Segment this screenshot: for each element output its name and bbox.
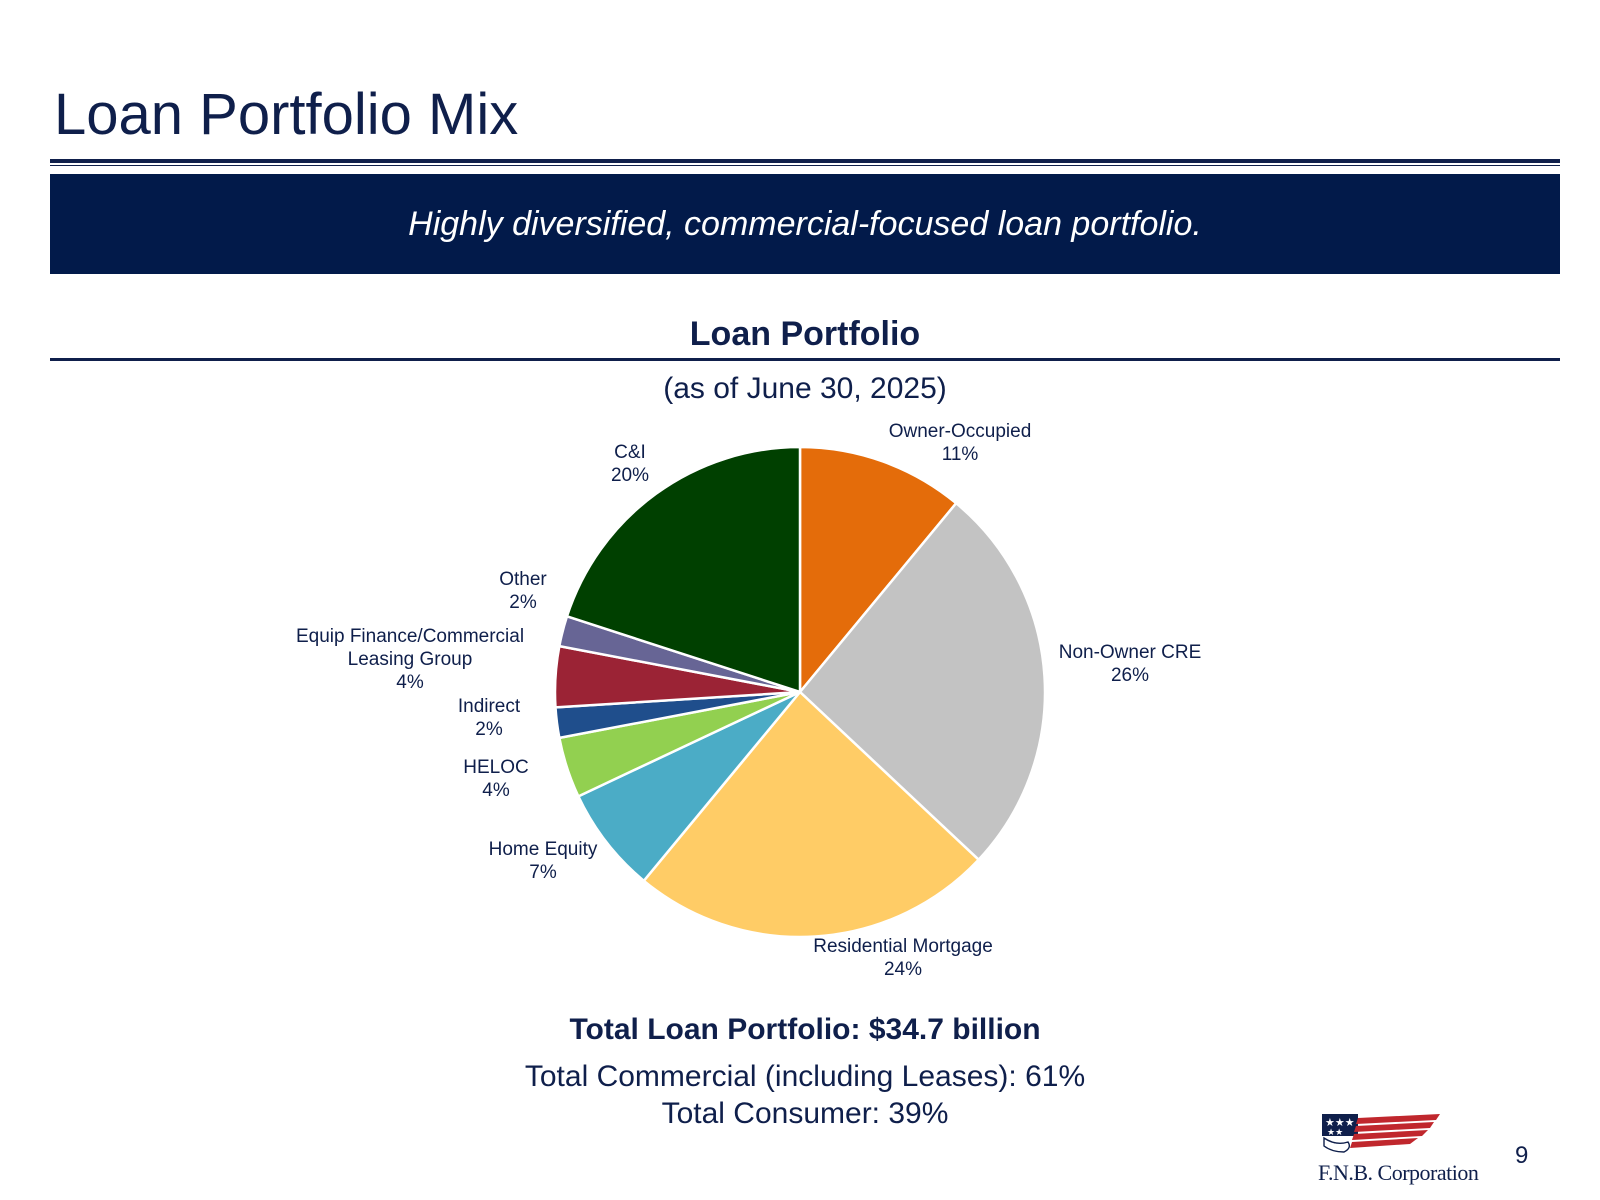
pie-slice-non-owner-cre <box>798 501 1047 862</box>
pie-slices <box>553 445 1047 939</box>
data-label-residential-mortgage: Residential Mortgage 24% <box>813 936 993 980</box>
data-label-owner-occupied: Owner-Occupied 11% <box>889 421 1032 465</box>
chart-title-rule <box>50 358 1560 361</box>
pie-slice-owner-occupied <box>798 445 958 696</box>
pie-slice-residential-mortgage <box>642 690 981 939</box>
data-label-other: Other 2% <box>499 569 547 613</box>
title-rule-thin <box>50 165 1560 166</box>
data-label-home-equity: Home Equity 7% <box>489 839 598 883</box>
fnb-logo: ★★★ ★★ F.N.B. Corporation <box>1318 1112 1479 1192</box>
page-number: 9 <box>1515 1142 1529 1169</box>
data-label-indirect: Indirect 2% <box>458 696 521 740</box>
chart-subtitle: (as of June 30, 2025) <box>663 372 947 405</box>
svg-text:★★★: ★★★ <box>1325 1116 1355 1129</box>
data-label-heloc: HELOC 4% <box>463 757 528 801</box>
title-rule-thick <box>50 159 1560 163</box>
total-consumer: Total Consumer: 39% <box>661 1097 949 1130</box>
banner-text: Highly diversified, commercial-focused l… <box>408 204 1202 243</box>
fnb-flag-icon: ★★★ ★★ <box>1322 1114 1440 1153</box>
slide-title: Loan Portfolio Mix <box>54 82 519 147</box>
pie-slice-home-equity <box>576 690 801 883</box>
pie-labels: Owner-Occupied 11% Non-Owner CRE 26% Residen… <box>296 421 1201 980</box>
data-label-non-owner-cre: Non-Owner CRE 26% <box>1059 642 1202 686</box>
data-label-equip-finance-commercial-leasing-group: Equip Finance/Commercial Leasing Group 4% <box>296 626 524 693</box>
chart-title: Loan Portfolio <box>689 315 921 353</box>
key-message-banner: Highly diversified, commercial-focused l… <box>50 174 1560 274</box>
data-label-c-i: C&I 20% <box>611 442 649 486</box>
logo-text: F.N.B. Corporation <box>1318 1160 1479 1185</box>
pie-slice-c-i <box>565 445 802 694</box>
total-loan-portfolio: Total Loan Portfolio: $34.7 billion <box>569 1013 1041 1046</box>
total-commercial: Total Commercial (including Leases): 61% <box>524 1060 1086 1093</box>
svg-text:★★: ★★ <box>1327 1128 1343 1138</box>
